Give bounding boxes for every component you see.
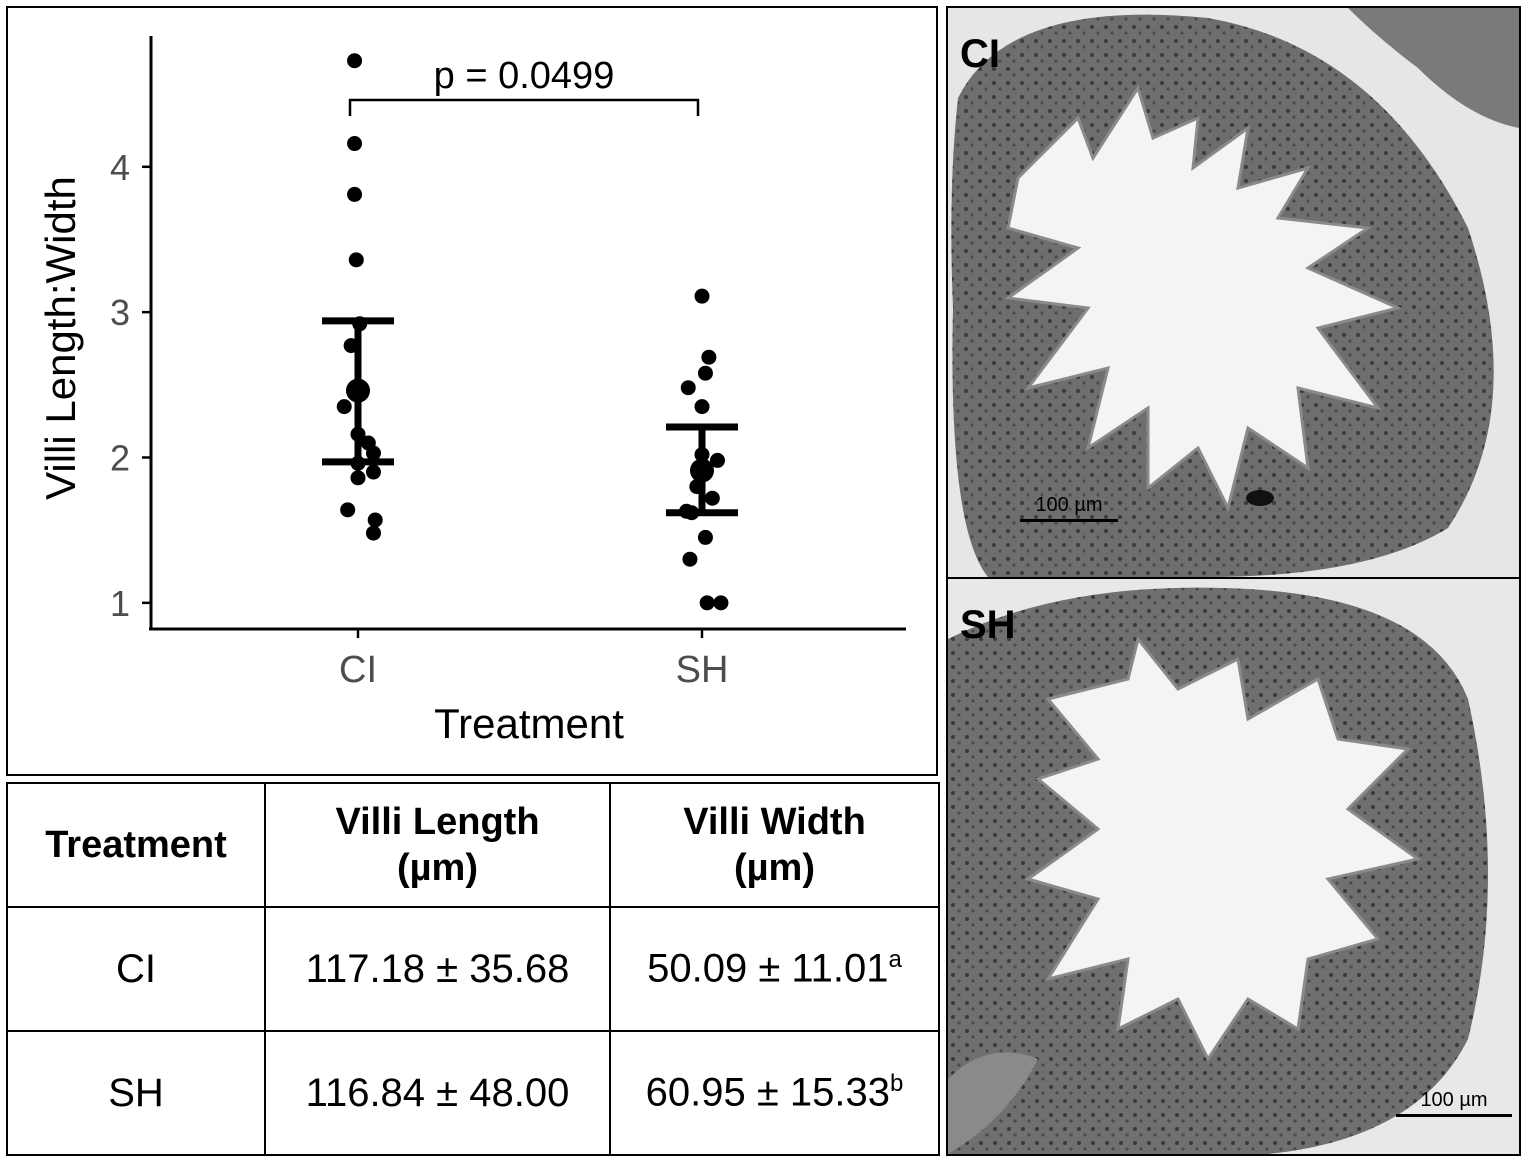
table-row: SH 116.84 ± 48.00 60.95 ± 15.33b [6,1030,940,1156]
data-point-sh [684,505,700,521]
measurements-table: Treatment Villi Length (µm) Villi Width … [6,782,940,1156]
scale-bar: 100 µm [1396,1089,1512,1117]
data-point-sh [689,479,705,495]
histology-section-sh [948,579,1519,1154]
data-point-sh [713,595,729,611]
histology-image-sh: SH 100 µm [946,577,1521,1156]
data-point-ci [350,426,366,442]
table-cell-width: 60.95 ± 15.33b [609,1030,940,1156]
table-header-row: Treatment Villi Length (µm) Villi Width … [6,782,940,908]
table-header-treatment: Treatment [6,782,266,908]
image-label-sh: SH [960,603,1016,647]
data-point-sh [696,464,712,480]
table-cell-length: 117.18 ± 35.68 [264,906,611,1032]
measurements-table-panel: Treatment Villi Length (µm) Villi Width … [6,782,940,1156]
data-point-sh [694,447,710,463]
scale-bar-label: 100 µm [1035,494,1103,516]
y-tick-label: 1 [110,583,130,624]
table-cell-length: 116.84 ± 48.00 [264,1030,611,1156]
scale-bar-label: 100 µm [1420,1089,1488,1111]
data-point-sh [682,551,698,567]
data-point-ci [350,455,366,471]
table-cell-treatment: SH [6,1030,266,1156]
data-point-ci [365,525,381,541]
x-tick-label: SH [676,649,729,691]
data-point-ci [350,384,366,400]
data-point-ci [365,464,381,480]
data-point-sh [694,399,710,415]
y-tick-label: 4 [110,147,130,188]
data-point-ci [343,338,359,354]
data-point-ci [348,252,364,268]
superscript-letter: b [890,1070,904,1098]
y-tick-label: 2 [110,437,130,478]
data-point-sh [680,380,696,396]
data-point-ci [336,399,352,415]
table-header-villi-width: Villi Width (µm) [609,782,940,908]
data-point-ci [367,512,383,528]
data-point-sh [699,595,715,611]
y-tick-label: 3 [110,292,130,333]
data-point-ci [365,445,381,461]
scale-bar: 100 µm [1020,494,1118,522]
data-point-sh [709,452,725,468]
table-header-villi-length: Villi Length (µm) [264,782,611,908]
data-point-sh [704,490,720,506]
table-cell-width: 50.09 ± 11.01a [609,906,940,1032]
table-cell-treatment: CI [6,906,266,1032]
p-value-annotation: p = 0.0499 [434,55,615,97]
data-point-ci [347,186,363,202]
image-label-ci: CI [960,32,1000,76]
data-point-ci [352,316,368,332]
superscript-letter: a [888,946,902,974]
histology-image-ci: CI 100 µm [946,6,1521,579]
data-point-sh [697,365,713,381]
data-point-sh [694,288,710,304]
data-point-ci [347,53,363,69]
table-row: CI 117.18 ± 35.68 50.09 ± 11.01a [6,906,940,1032]
data-point-sh [697,529,713,545]
significance-bracket [348,98,700,116]
x-tick-label: CI [339,649,377,691]
data-point-sh [701,349,717,365]
histology-section-ci [948,8,1519,577]
data-point-ci [350,470,366,486]
y-axis-label: Villi Length:Width [37,176,84,500]
x-axis-label: Treatment [434,700,624,747]
data-point-ci [340,502,356,518]
data-point-ci [347,136,363,152]
